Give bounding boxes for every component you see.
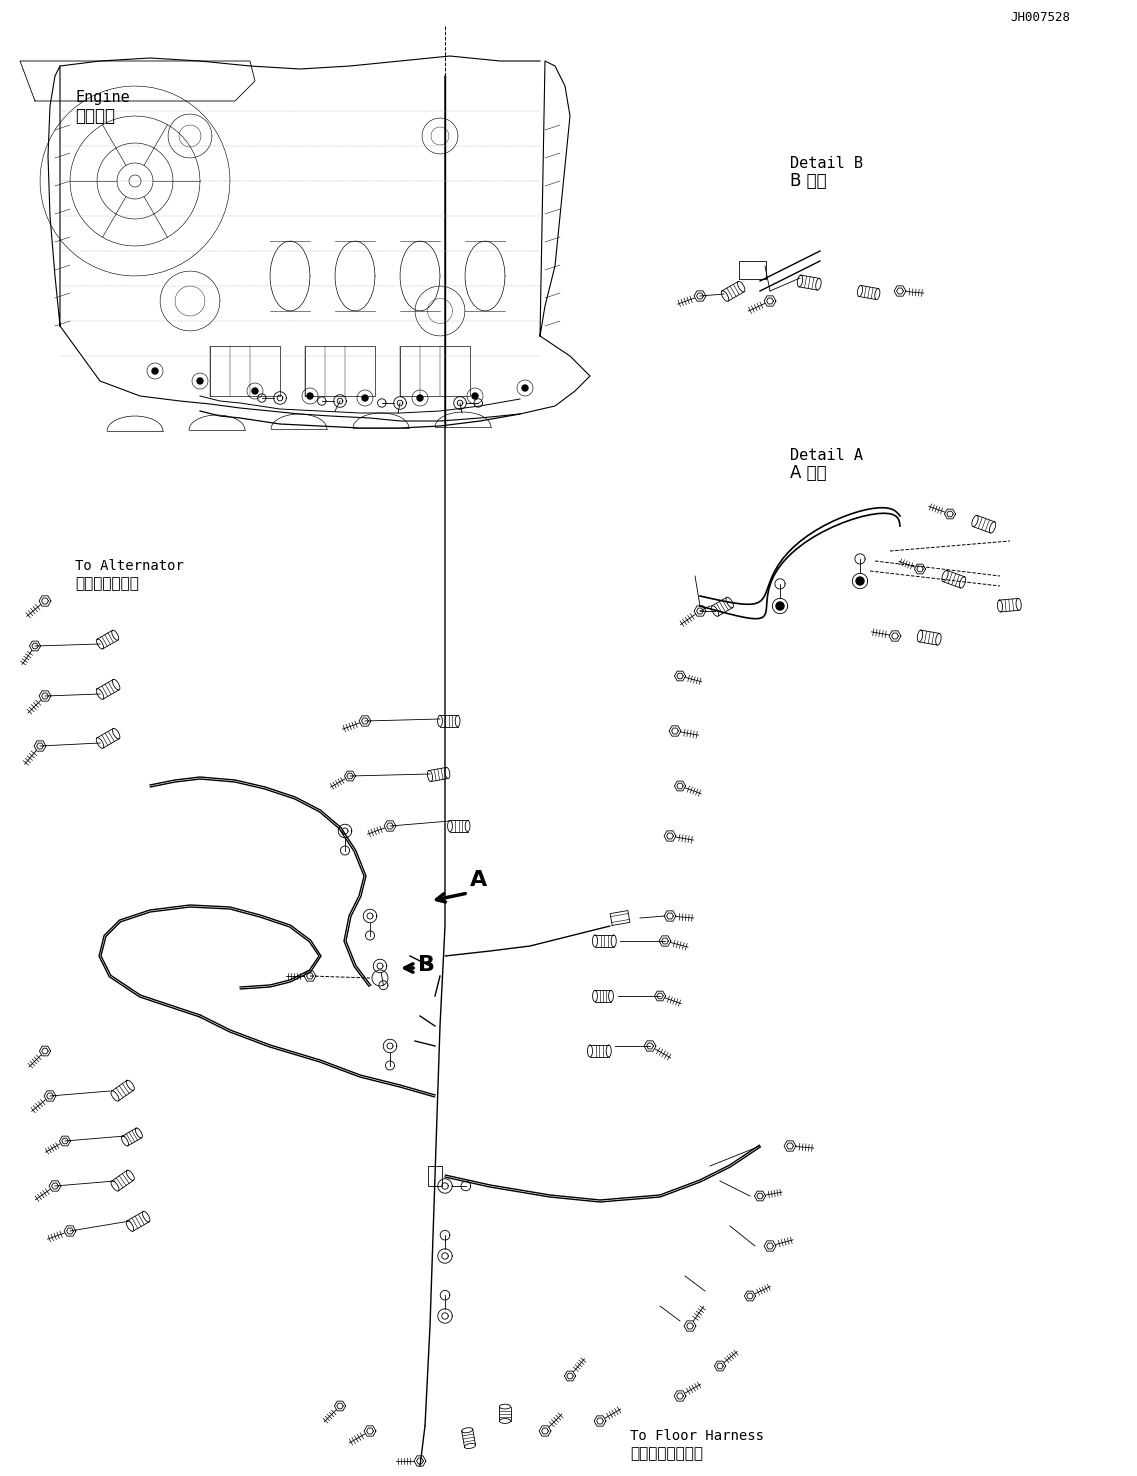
Text: B 詳細: B 詳細 — [790, 173, 827, 190]
Circle shape — [472, 393, 478, 399]
Circle shape — [197, 378, 204, 384]
Circle shape — [152, 368, 158, 373]
Circle shape — [775, 602, 785, 610]
Circle shape — [307, 393, 313, 399]
Text: オルタネータへ: オルタネータへ — [75, 576, 139, 590]
Circle shape — [362, 396, 368, 401]
Text: Engine: Engine — [75, 90, 130, 105]
Circle shape — [252, 388, 258, 394]
Text: A 詳細: A 詳細 — [790, 463, 827, 483]
Text: エンジン: エンジン — [75, 106, 115, 125]
Text: B: B — [418, 955, 435, 976]
Bar — [428, 1166, 442, 1187]
Text: To Alternator: To Alternator — [75, 559, 184, 573]
Circle shape — [856, 577, 864, 584]
Circle shape — [417, 396, 423, 401]
Text: Detail B: Detail B — [790, 156, 863, 171]
Text: To Floor Harness: To Floor Harness — [630, 1429, 764, 1444]
Text: Detail A: Detail A — [790, 449, 863, 463]
Circle shape — [522, 385, 528, 391]
Text: JH007528: JH007528 — [1010, 10, 1070, 24]
Text: フロアハーネスへ: フロアハーネスへ — [630, 1446, 703, 1461]
Text: A: A — [470, 869, 488, 890]
